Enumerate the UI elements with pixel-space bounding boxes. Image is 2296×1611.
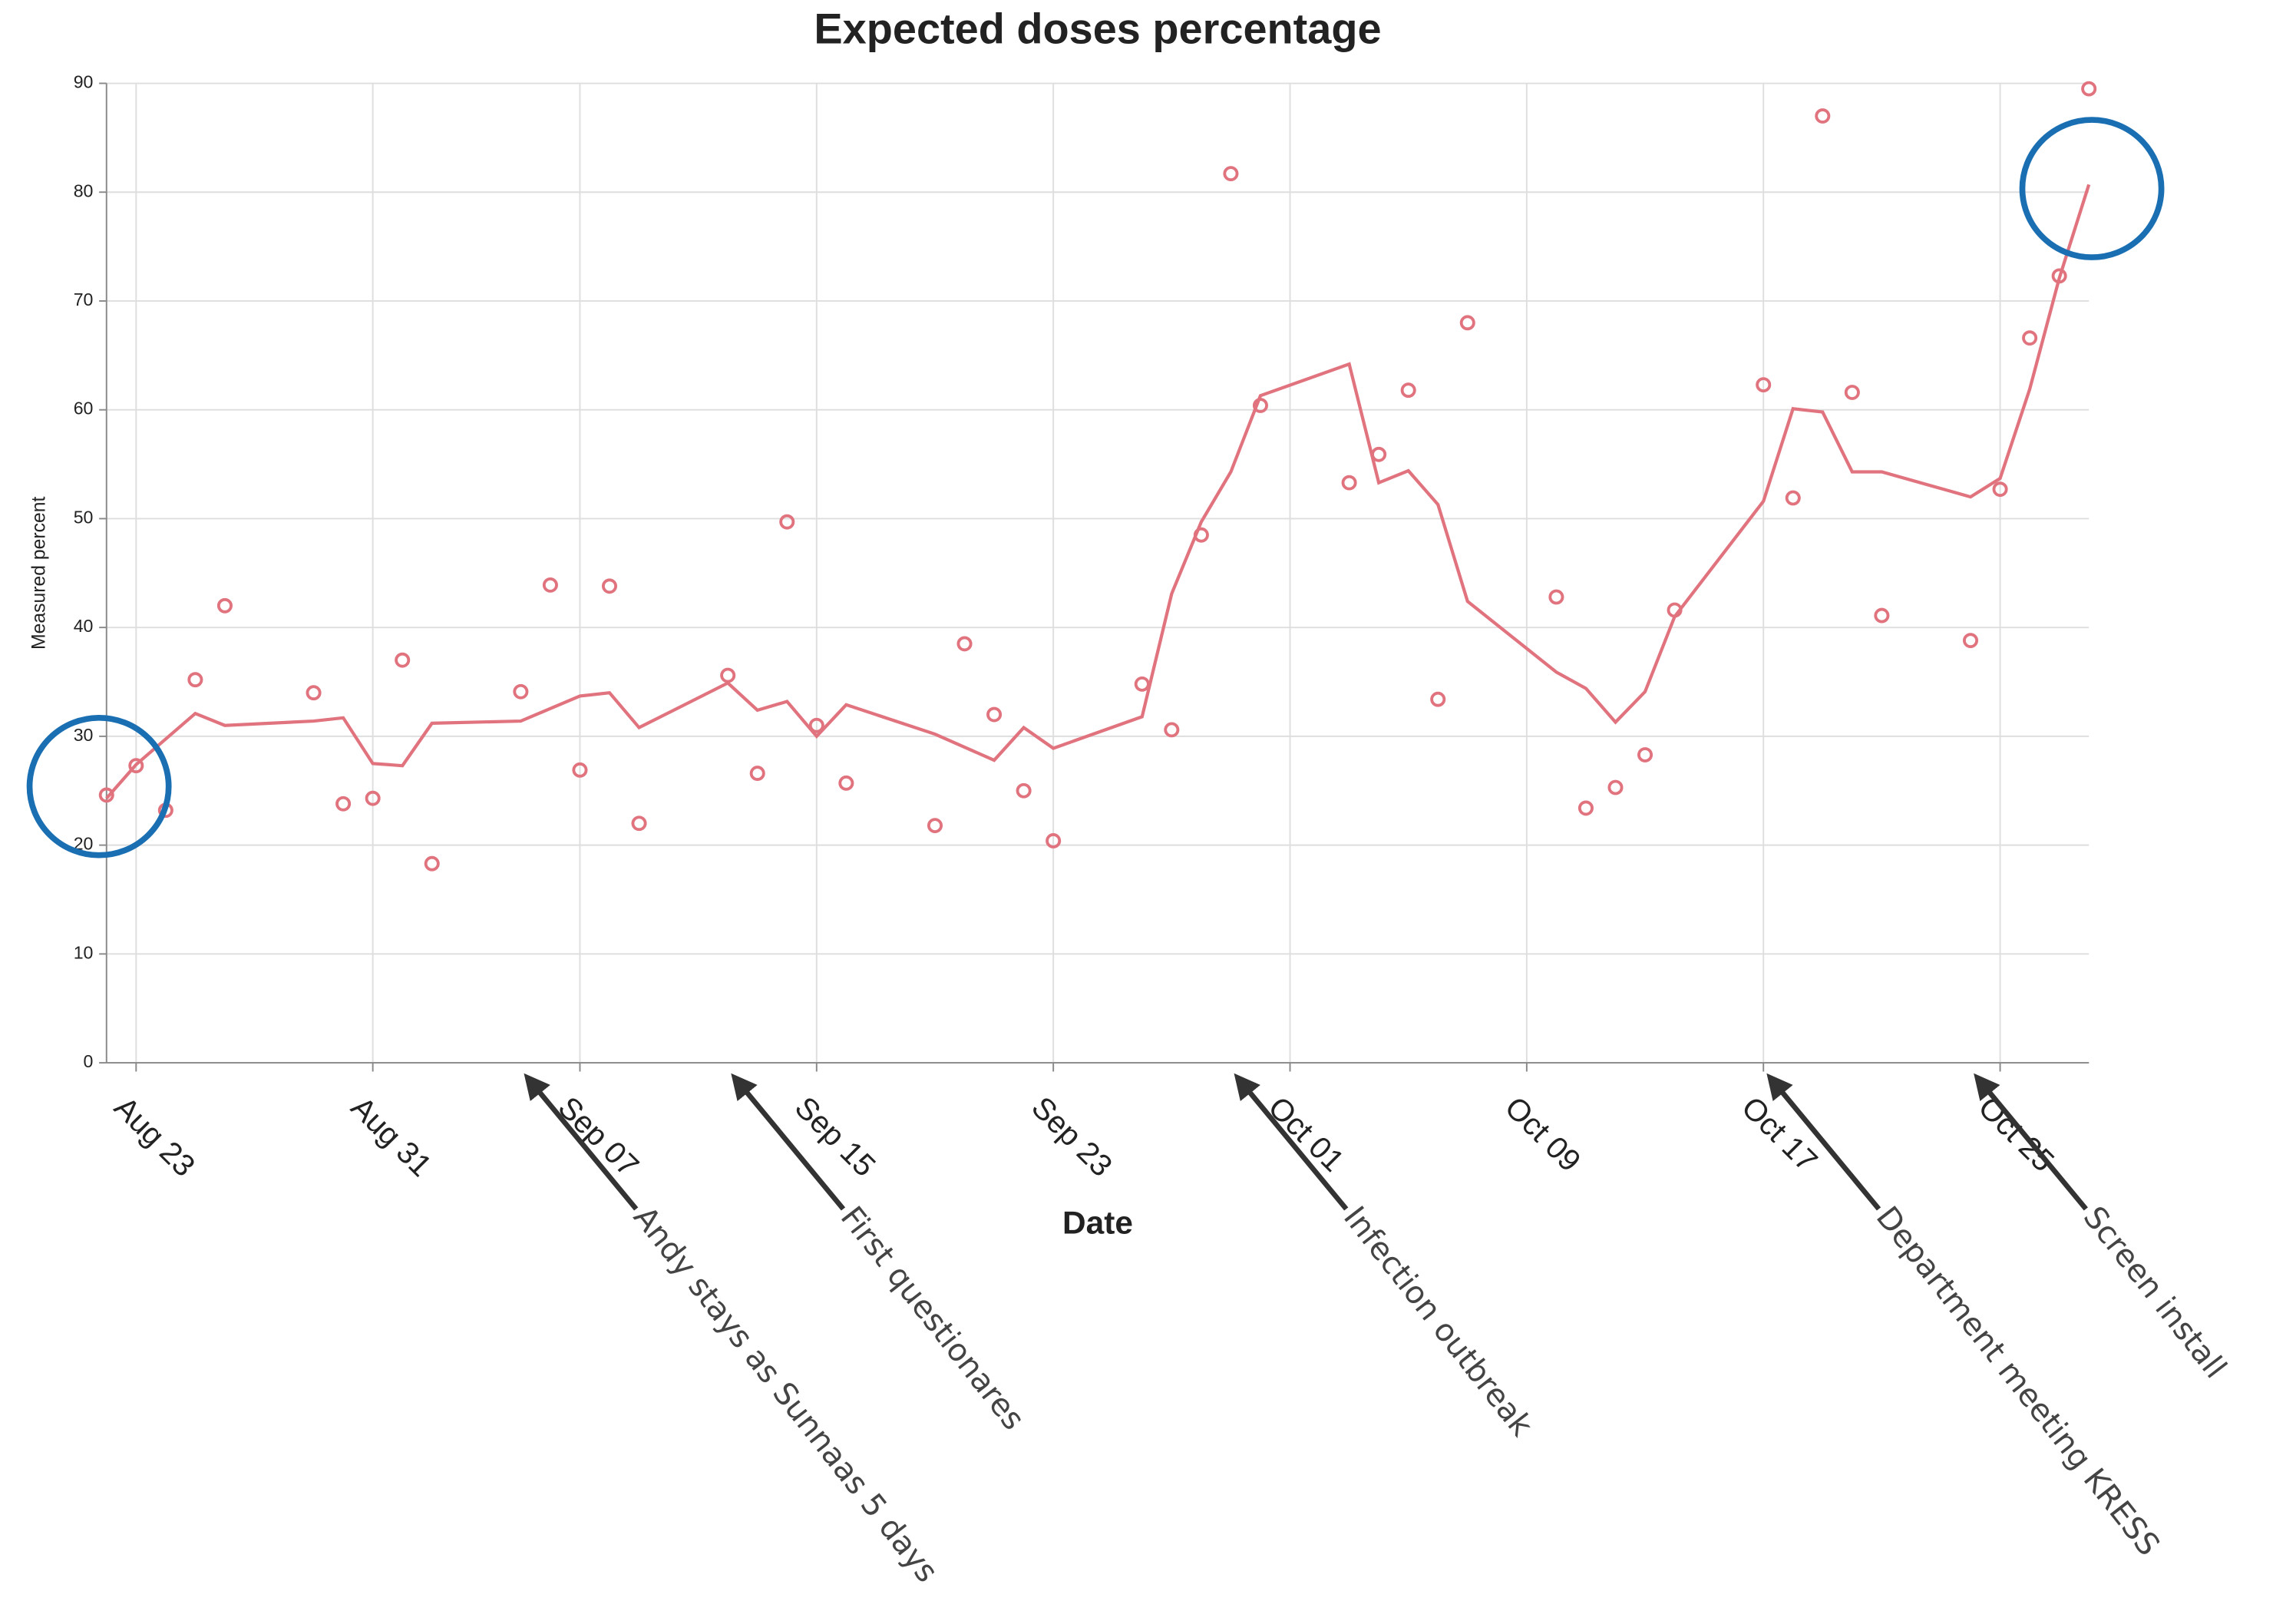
data-point: [601, 578, 618, 594]
data-point: [187, 672, 203, 688]
data-point: [1046, 833, 1062, 849]
y-tick-label: 30: [74, 725, 94, 745]
data-point: [1962, 633, 1979, 649]
annotation-arrow: [1974, 1073, 2088, 1211]
highlight-circle: [2019, 117, 2165, 260]
data-point: [128, 758, 144, 774]
data-point: [513, 683, 529, 700]
x-tick-label: Sep 23: [1025, 1090, 1119, 1183]
data-point: [956, 636, 973, 652]
data-point: [1430, 691, 1446, 707]
data-point: [306, 685, 322, 701]
data-point: [1341, 475, 1357, 491]
annotation-text: First questionares: [834, 1200, 1032, 1437]
data-point: [1874, 607, 1890, 624]
y-tick-label: 40: [74, 616, 94, 636]
x-tick-label: Aug 23: [107, 1090, 202, 1183]
x-tick-label: Oct 17: [1735, 1090, 1824, 1179]
data-point: [1400, 382, 1416, 399]
data-point: [98, 787, 114, 803]
data-point: [1548, 589, 1564, 605]
data-point: [365, 790, 381, 806]
x-tick-label: Aug 31: [345, 1090, 439, 1183]
annotation-text: Infection outbreak: [1336, 1200, 1540, 1444]
data-point: [1756, 377, 1772, 393]
data-point: [542, 577, 558, 593]
data-point: [749, 766, 765, 781]
data-point: [2022, 330, 2038, 346]
annotation-arrow: [1766, 1073, 1881, 1211]
annotation-arrow: [524, 1073, 639, 1211]
data-point: [335, 796, 352, 812]
x-tick-label: Sep 15: [788, 1090, 883, 1183]
data-point: [1223, 166, 1239, 182]
data-point: [1637, 747, 1653, 762]
data-point: [631, 815, 647, 832]
data-point: [838, 775, 854, 791]
y-tick-label: 10: [74, 943, 94, 963]
data-point: [1785, 490, 1801, 506]
data-point: [986, 706, 1003, 723]
y-tick-label: 60: [74, 399, 94, 418]
data-point: [1459, 315, 1475, 331]
x-tick-label: Oct 09: [1498, 1090, 1587, 1179]
y-tick-label: 0: [84, 1051, 94, 1071]
chart-title: Expected doses percentage: [814, 5, 1381, 53]
data-point: [720, 667, 736, 683]
data-point: [1815, 108, 1831, 124]
data-line: [105, 184, 2091, 800]
y-tick-label: 50: [74, 508, 94, 528]
annotation-arrow: [731, 1073, 846, 1211]
x-axis-title: Date: [1062, 1205, 1133, 1241]
data-point: [216, 597, 233, 614]
data-point: [1134, 676, 1150, 692]
data-point: [1607, 779, 1624, 796]
data-point: [808, 717, 824, 733]
data-point: [572, 762, 588, 778]
y-tick-label: 70: [74, 289, 94, 309]
highlight-circle: [26, 714, 172, 858]
annotation-text: Screen install: [2076, 1200, 2234, 1385]
y-tick-label: 90: [74, 72, 94, 92]
data-point: [1164, 722, 1180, 738]
x-tick-label: Oct 01: [1261, 1090, 1350, 1179]
y-axis-title: Measured percent: [28, 497, 50, 650]
data-point: [927, 818, 943, 834]
data-point: [1016, 782, 1032, 799]
annotation-arrow: [1234, 1073, 1349, 1211]
data-point: [395, 652, 411, 668]
data-point: [424, 855, 440, 872]
data-point: [1577, 800, 1594, 816]
data-point: [779, 514, 795, 530]
x-tick-label: Sep 07: [551, 1090, 646, 1183]
data-point: [2081, 81, 2097, 97]
y-tick-label: 80: [74, 180, 94, 200]
data-point: [1844, 385, 1860, 400]
data-point: [1992, 481, 2008, 498]
